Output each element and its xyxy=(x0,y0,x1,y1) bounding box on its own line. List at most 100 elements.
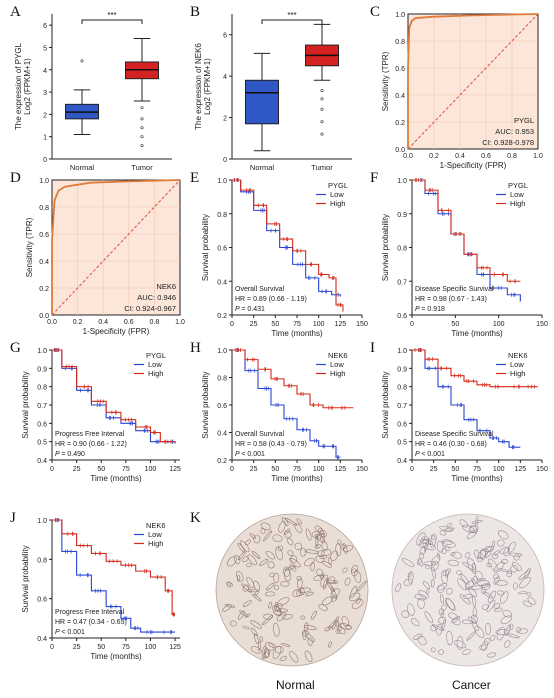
chart-i-ytick-label: 1.0 xyxy=(397,348,407,355)
chart-c-xtick-label: 0.4 xyxy=(455,153,465,160)
chart-h-ytick-label: 1.0 xyxy=(217,348,227,355)
ihc-core-cancer-texture xyxy=(463,594,473,599)
ihc-core-cancer-texture xyxy=(419,539,434,545)
chart-i-series-low xyxy=(412,349,521,448)
ihc-core-normal-texture xyxy=(289,651,299,663)
ihc-core-normal-texture xyxy=(253,580,261,591)
chart-f-ytick-label: 1.0 xyxy=(397,178,407,185)
ihc-core-cancer-texture xyxy=(417,635,427,646)
chart-d-ytick-label: 1.0 xyxy=(39,178,49,185)
chart-a-xtick-label: Tumor xyxy=(131,163,153,172)
chart-b-signif-label: *** xyxy=(287,11,296,20)
ihc-core-normal-texture xyxy=(267,561,275,569)
chart-j-hr-label: HR = 0.47 (0.34 - 0.65) xyxy=(55,619,127,626)
chart-c-roc-curve xyxy=(407,13,539,149)
ihc-core-normal-texture xyxy=(335,629,340,635)
chart-c-ytick-label: 1.0 xyxy=(395,12,405,19)
chart-e-ytick-label: 0.2 xyxy=(217,313,227,320)
ihc-core-normal-texture xyxy=(242,600,252,607)
ihc-core-normal-texture xyxy=(341,616,350,627)
chart-a-ylabel2: Log2 (FPKM+1) xyxy=(23,58,32,115)
ihc-core-cancer-texture xyxy=(424,538,430,552)
ihc-core-normal-texture xyxy=(222,604,232,612)
panel-letter-c: C xyxy=(370,4,381,20)
ihc-core-normal-texture xyxy=(249,533,256,539)
ihc-core-normal-texture xyxy=(321,596,333,606)
ihc-core-normal-texture xyxy=(239,610,248,617)
chart-g-ytick-label: 0.6 xyxy=(37,421,47,428)
panel-c: 0.00.0 0.2 0.2 0.4 0.4 0.6 0.6 0.8 0.8 1.0 1.0 1-Sp… xyxy=(381,12,543,170)
ihc-core-cancer-texture xyxy=(440,594,444,604)
chart-a-ytick-label: 0 xyxy=(43,157,47,164)
ihc-core-cancer-texture xyxy=(472,575,478,585)
chart-a-ytick-label: 3 xyxy=(43,90,47,97)
chart-c-xtick-label: 0.8 xyxy=(507,153,517,160)
ihc-core-normal-texture xyxy=(252,593,262,602)
ihc-core-normal-texture xyxy=(316,568,324,577)
ihc-core-normal-texture xyxy=(250,620,262,629)
ihc-core-normal-texture xyxy=(304,650,313,663)
ihc-core-cancer-texture xyxy=(441,604,447,611)
ihc-core-cancer-texture xyxy=(461,619,473,625)
ihc-core-normal-texture xyxy=(300,547,306,557)
chart-d-roc-curve xyxy=(51,179,181,315)
chart-b-signif-bracket xyxy=(261,19,323,24)
panel-letter-k: K xyxy=(190,510,201,526)
ihc-core-normal-texture xyxy=(264,652,269,658)
ihc-core-normal-texture xyxy=(227,582,234,587)
chart-f-xlabel: Time (months) xyxy=(451,329,503,338)
chart-c-diagonal xyxy=(407,13,539,150)
chart-g-legend-label: High xyxy=(148,369,163,378)
ihc-core-cancer-texture xyxy=(459,519,468,528)
chart-a-ytick-label: 5 xyxy=(43,45,47,52)
ihc-core-normal-texture xyxy=(277,545,284,552)
chart-g-xtick-label: 75 xyxy=(122,466,130,473)
chart-f-legend-label: Low xyxy=(510,190,524,199)
ihc-core-cancer-texture xyxy=(481,583,491,590)
ihc-core-normal-texture xyxy=(260,528,266,534)
ihc-core-normal-texture xyxy=(241,583,252,593)
ihc-core-normal-texture xyxy=(305,591,314,597)
chart-i-ylabel: Survival probability xyxy=(381,371,390,438)
ihc-core-normal-texture xyxy=(351,599,364,609)
panel-letter-h: H xyxy=(190,340,201,356)
chart-e-endpoint-label: Overall Survival xyxy=(235,286,284,293)
ihc-caption-normal: Normal xyxy=(276,678,315,692)
ihc-core-normal-texture xyxy=(345,625,352,630)
chart-c-xlabel: 1-Specificity (FPR) xyxy=(440,161,507,170)
chart-c-xtick-label: 0.0 xyxy=(403,153,413,160)
chart-h-legend-label: High xyxy=(330,369,345,378)
ihc-core-normal-texture xyxy=(278,520,286,533)
ihc-core-cancer-texture xyxy=(438,616,447,625)
ihc-core-cancer-texture xyxy=(439,525,453,532)
ihc-core-cancer-texture xyxy=(524,567,531,579)
ihc-core-cancer-texture xyxy=(431,566,436,579)
chart-a-signif-label: *** xyxy=(107,11,116,20)
ihc-core-cancer-texture xyxy=(446,630,453,646)
chart-c-ytick-label: 0.4 xyxy=(395,93,405,100)
chart-f-ytick-label: 0.6 xyxy=(397,313,407,320)
chart-d-auc-label: AUC: 0.946 xyxy=(137,293,176,302)
chart-g-ytick-label: 0.5 xyxy=(37,440,47,447)
ihc-core-normal-texture xyxy=(237,551,246,560)
ihc-core-cancer-texture xyxy=(417,558,424,567)
chart-i-series-high xyxy=(412,349,538,388)
ihc-core-cancer-texture xyxy=(422,542,436,551)
chart-g-ytick-label: 0.8 xyxy=(37,385,47,392)
ihc-core-normal-texture xyxy=(294,542,303,551)
chart-e-series-low xyxy=(232,179,341,297)
ihc-core-cancer-texture xyxy=(418,590,429,599)
chart-h-endpoint-label: Overall Survival xyxy=(235,431,284,438)
ihc-core-cancer-texture xyxy=(487,590,497,603)
ihc-core-normal-texture xyxy=(263,530,273,542)
panel-e: 0 25 50 75 100 125 150 0.2 0.4 0.6 0.8 1.0 Time (mon… xyxy=(201,178,368,338)
chart-f-xtick-label: 100 xyxy=(493,321,505,328)
ihc-core-cancer-texture xyxy=(500,591,509,604)
ihc-core-normal-texture xyxy=(302,631,307,640)
chart-f-ytick-label: 0.9 xyxy=(397,212,407,219)
chart-a-outlier xyxy=(140,126,144,130)
ihc-core-normal-texture xyxy=(344,577,351,586)
ihc-core-cancer-texture xyxy=(445,598,456,611)
chart-d-xtick-label: 1.0 xyxy=(175,319,185,326)
ihc-core-cancer-texture xyxy=(474,625,485,638)
